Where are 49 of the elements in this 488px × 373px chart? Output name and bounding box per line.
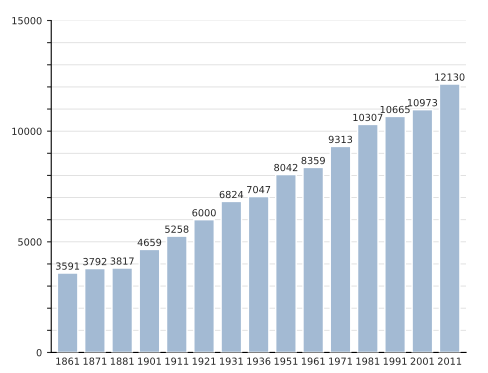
x-tick-label: 1871: [84, 358, 106, 365]
data-label: 8042: [274, 164, 298, 172]
bar: [330, 146, 352, 352]
x-tick-label: 1981: [356, 358, 380, 365]
data-label: 10973: [408, 99, 438, 106]
bar: [384, 116, 406, 352]
data-label: 8359: [302, 156, 325, 164]
x-tick-label: 1901: [138, 358, 161, 365]
x-tick-label: 2001: [410, 358, 434, 365]
bar: [438, 83, 461, 352]
data-label: 7047: [247, 186, 270, 194]
data-label: 3792: [83, 258, 106, 266]
bar: [356, 124, 379, 352]
x-tick-label: 1951: [274, 358, 298, 365]
x-tick-label: 1911: [165, 358, 188, 365]
x-tick-label: 1861: [56, 358, 80, 365]
x-tick-label: 1931: [220, 358, 243, 365]
data-label: 3591: [56, 262, 80, 270]
x-tick-label: 1936: [247, 358, 270, 365]
bar: [248, 196, 270, 352]
bar: [411, 108, 434, 352]
data-label: 6824: [220, 190, 244, 198]
x-tick-label: 1881: [110, 358, 134, 365]
data-label: 6000: [192, 209, 216, 216]
x-tick-label: 1971: [329, 358, 352, 365]
x-tick-label: 1921: [192, 358, 216, 365]
data-label: 3817: [110, 257, 134, 265]
bar: [56, 272, 79, 352]
data-label: 9313: [328, 136, 352, 144]
bar: [220, 200, 242, 352]
bar: [275, 174, 297, 352]
bar: [166, 235, 188, 352]
bar: [138, 248, 160, 352]
y-tick-label: 0: [36, 348, 42, 356]
bar: [193, 219, 215, 352]
data-label: 10665: [380, 106, 410, 114]
data-label: 10307: [353, 114, 382, 122]
y-tick-label: 10000: [12, 128, 42, 136]
bar: [302, 166, 324, 352]
bar: [111, 267, 134, 352]
data-label: 5258: [165, 225, 188, 233]
data-label: 12130: [435, 73, 464, 81]
data-label: 4659: [138, 238, 162, 246]
x-tick-label: 1991: [384, 358, 407, 365]
bar: [84, 268, 106, 352]
y-tick-label: 5000: [18, 238, 42, 246]
x-tick-label: 1961: [302, 358, 325, 365]
x-tick-label: 2011: [438, 358, 462, 365]
y-tick-label: 15000: [12, 16, 42, 24]
